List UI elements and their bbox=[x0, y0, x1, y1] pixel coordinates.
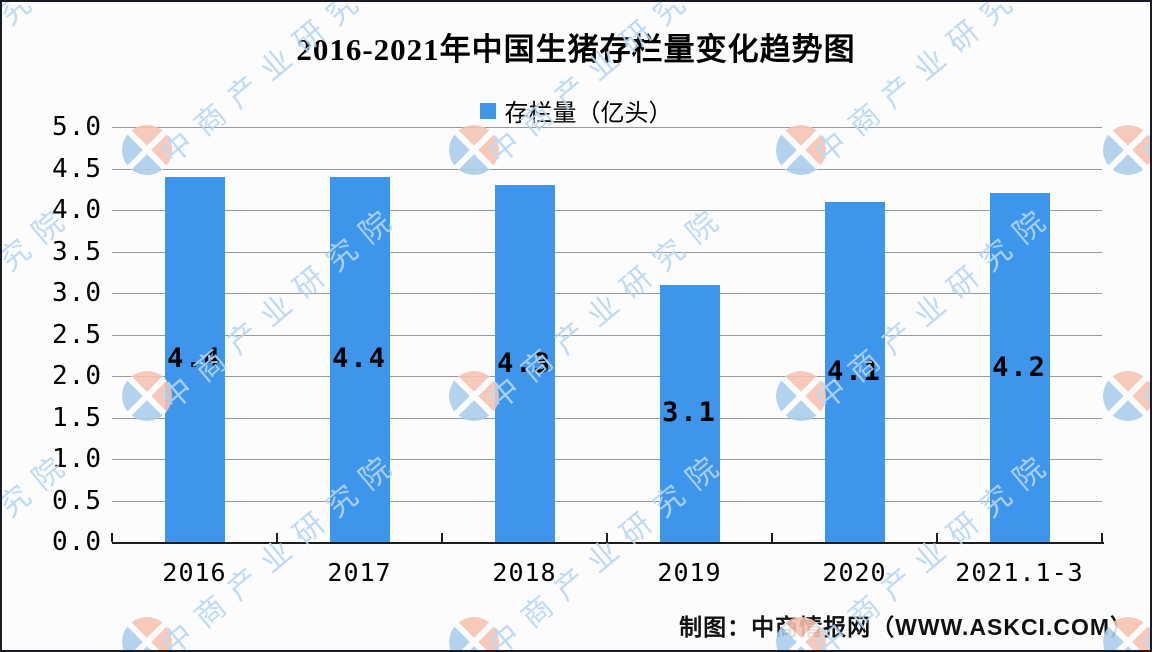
y-tick-label: 3.5 bbox=[52, 236, 102, 267]
gridline bbox=[112, 168, 1102, 170]
x-tick-label: 2021.1-3 bbox=[955, 558, 1084, 587]
x-tick-label: 2019 bbox=[657, 558, 722, 587]
gridline bbox=[112, 210, 1102, 211]
gridline bbox=[112, 376, 1102, 377]
x-tick bbox=[936, 533, 938, 542]
y-tick-label: 1.0 bbox=[52, 444, 102, 474]
gridline bbox=[112, 334, 1102, 336]
x-tick bbox=[771, 533, 773, 542]
footer-credit: 制图：中商情报网（WWW.ASKCI.COM） bbox=[679, 614, 1134, 640]
x-tick-label: 2020 bbox=[822, 558, 887, 587]
x-tick bbox=[111, 533, 113, 542]
gridline bbox=[112, 127, 1102, 128]
bar-2021.1-3 bbox=[989, 193, 1050, 542]
y-tick-label: 4.0 bbox=[52, 195, 102, 225]
legend-marker-swatch bbox=[479, 102, 496, 119]
x-tick bbox=[1101, 533, 1103, 542]
x-tick-label: 2017 bbox=[327, 558, 392, 587]
y-tick-label: 3.0 bbox=[52, 278, 102, 308]
x-tick bbox=[606, 533, 608, 542]
bar-value-label: 4.4 bbox=[332, 343, 387, 375]
x-tick bbox=[276, 533, 278, 542]
bar-value-label: 4.2 bbox=[992, 351, 1047, 383]
bar-value-label: 4.1 bbox=[827, 355, 882, 387]
gridline bbox=[112, 417, 1102, 419]
gridline bbox=[112, 293, 1102, 294]
legend: 存栏量（亿头） bbox=[2, 93, 1150, 128]
gridline bbox=[112, 459, 1102, 460]
y-tick-label: 5.0 bbox=[52, 112, 102, 142]
x-tick-label: 2016 bbox=[162, 558, 227, 587]
y-tick-label: 1.5 bbox=[52, 402, 102, 433]
x-axis-line bbox=[112, 542, 1104, 544]
y-tick-label: 2.0 bbox=[52, 361, 102, 391]
bar-value-label: 4.4 bbox=[167, 343, 222, 375]
y-tick-label: 0.5 bbox=[52, 485, 102, 516]
y-tick-label: 2.5 bbox=[52, 319, 102, 350]
bar-value-label: 4.3 bbox=[497, 347, 552, 379]
bar-2016 bbox=[164, 176, 225, 542]
x-tick bbox=[441, 533, 443, 542]
bar-2017 bbox=[329, 176, 390, 542]
x-tick-label: 2018 bbox=[492, 558, 557, 587]
y-tick-label: 4.5 bbox=[52, 153, 102, 184]
bar-2018 bbox=[494, 185, 555, 542]
gridline bbox=[112, 251, 1102, 253]
chart-title: 2016-2021年中国生猪存栏量变化趋势图 bbox=[296, 32, 856, 67]
bar-2020 bbox=[824, 201, 885, 542]
gridline bbox=[112, 500, 1102, 502]
legend-label: 存栏量（亿头） bbox=[504, 100, 673, 127]
bar-value-label: 3.1 bbox=[662, 397, 717, 429]
y-tick-label: 0.0 bbox=[52, 527, 102, 557]
bar-2019 bbox=[659, 284, 720, 542]
